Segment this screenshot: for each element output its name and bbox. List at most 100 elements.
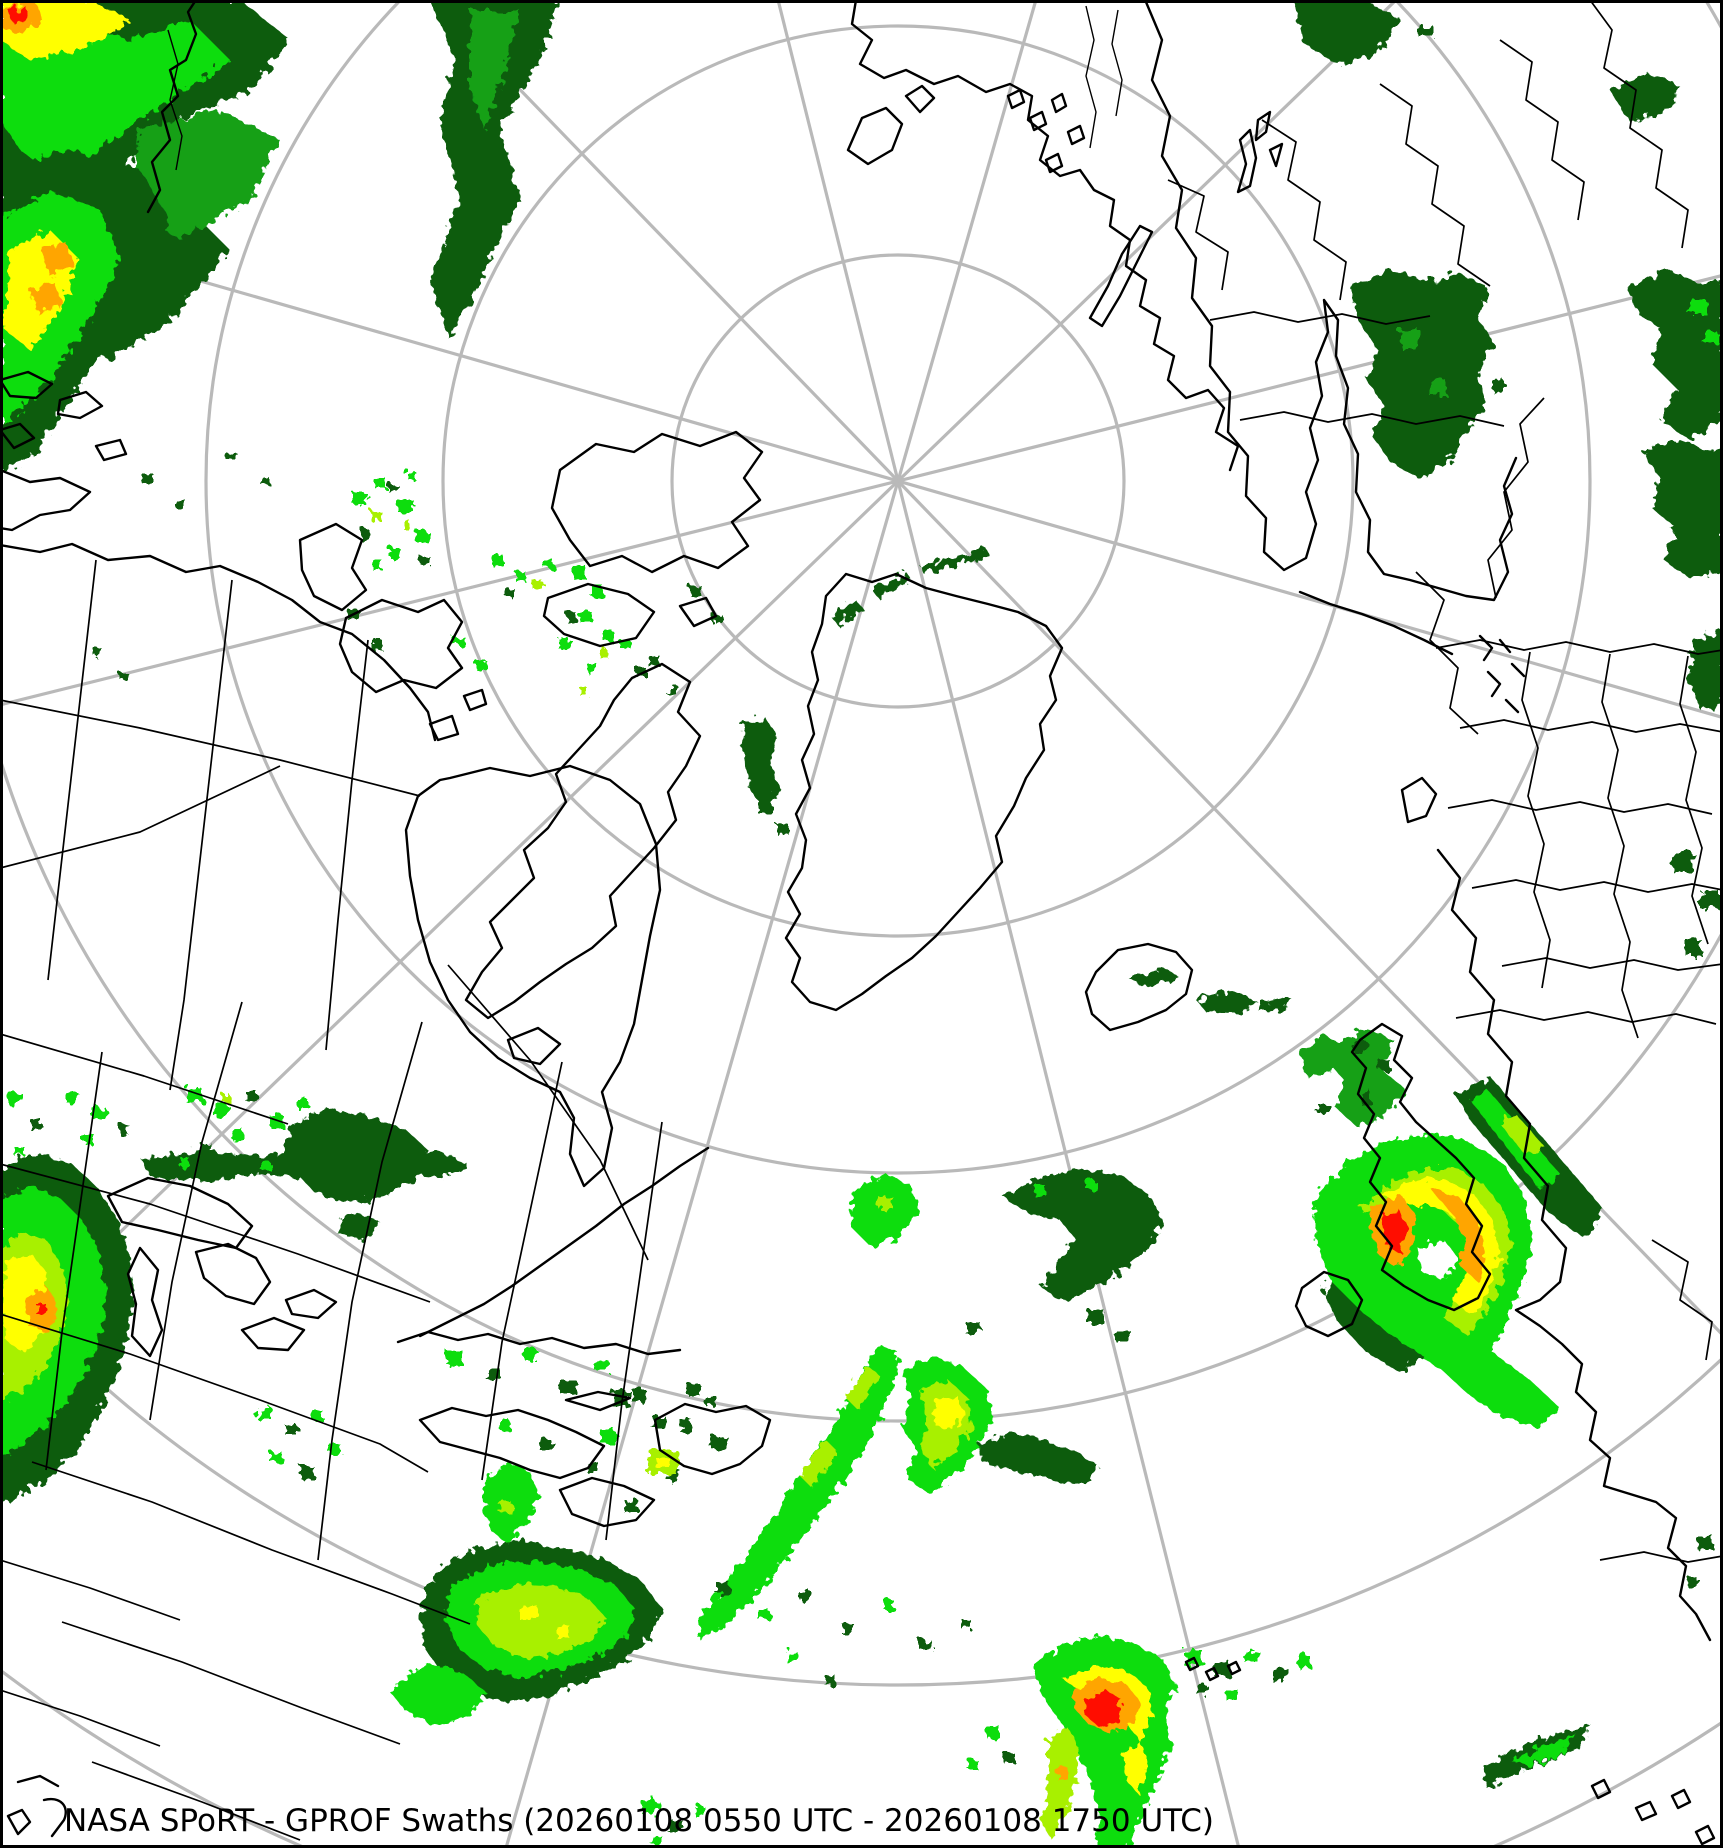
- swath-quebec-scatter-dark: [200, 1092, 258, 1152]
- coast-azores-islands: [1590, 1778, 1716, 1846]
- border-us-5: [61, 1621, 401, 1745]
- border-ca-4: [169, 579, 233, 1091]
- coast-canada-arctic-mainland-coast: [0, 542, 437, 742]
- swath-tl-streak-column: [430, 0, 560, 340]
- swath-victoria-specks: [352, 472, 428, 570]
- swath-arm-orange: [30, 242, 74, 314]
- border-us-11: [605, 1121, 663, 1541]
- latitude-circle: [0, 1280, 1723, 1687]
- swath-rus-big-mg: [1400, 330, 1446, 396]
- coast-chukotka-alaska-coast: [146, 0, 198, 214]
- border-eu-11: [1679, 655, 1709, 945]
- swath-scotland-greens: [1300, 1028, 1404, 1128]
- coast-bahamas-arcs: [6, 1774, 67, 1838]
- border-eu-3: [1415, 571, 1479, 735]
- swath-iceland-streak: [1128, 968, 1178, 988]
- border-us-8: [317, 1021, 423, 1561]
- swath-greenland-se-streak: [1196, 990, 1290, 1014]
- meridian-line: [0, 273, 1723, 707]
- border-ca-1: [0, 699, 421, 797]
- coast-small-arctic-islands: [428, 596, 718, 742]
- swath-rus-edge-top: [1608, 74, 1680, 122]
- border-ru-5: [1209, 311, 1431, 325]
- coast-victoria-island: [338, 598, 464, 694]
- coast-siberia-coast: [850, 0, 1240, 472]
- swath-rus-big-patch: [1350, 270, 1494, 478]
- coast-iceland: [1084, 942, 1194, 1032]
- border-ca-3: [47, 559, 97, 981]
- swath-bs-tail-orange: [1058, 1768, 1068, 1780]
- border-us-10: [45, 1051, 103, 1471]
- swath-crescent-bright-specks: [1034, 1180, 1096, 1196]
- coast-bering-islands: [0, 370, 128, 462]
- coast-lake-superior: [106, 1176, 254, 1250]
- swath-greenlandtip-yg: [878, 1196, 892, 1208]
- swath-bottom-edge-cluster: [642, 1800, 704, 1846]
- swath-bs-left-scatter-dark: [1002, 1752, 1014, 1762]
- border-ru-4: [1589, 0, 1689, 249]
- swath-left-upper-dark: [30, 1120, 128, 1134]
- swath-ns-blob-yellow: [520, 1606, 570, 1638]
- swath-superior-band-specks: [180, 1158, 348, 1170]
- swath-long-swath-ne: [698, 1344, 900, 1640]
- swath-quebec-yg-speck: [222, 1094, 230, 1102]
- swath-neus-offshore-scatter: [716, 1582, 970, 1686]
- latitude-circle: [670, 253, 1126, 709]
- border-eu-1: [1167, 179, 1229, 291]
- coast-greenland: [784, 572, 1064, 1012]
- swath-greenlandtip-patch: [850, 1174, 920, 1248]
- coast-devon-island: [542, 582, 656, 648]
- swath-left-edge-red: [36, 1304, 46, 1314]
- coast-britain: [1350, 1022, 1492, 1312]
- swath-bs-red: [1084, 1690, 1122, 1728]
- swath-band-a-yg: [1500, 1114, 1544, 1158]
- coast-nova-scotia: [558, 1476, 656, 1528]
- border-us-2: [0, 1163, 431, 1303]
- swath-quebec-bright-scatter: [186, 1088, 308, 1140]
- swath-ns-finger-yl: [500, 1502, 512, 1514]
- river-siberia-1: [1085, 5, 1097, 149]
- border-us-1: [0, 1033, 289, 1125]
- border-ru-1: [1261, 119, 1347, 301]
- swath-davis-strait-column: [648, 656, 788, 834]
- border-us-6: [91, 1761, 301, 1841]
- swath-dark-crescent: [966, 1168, 1162, 1342]
- swath-rus-right-sparse: [1672, 852, 1720, 956]
- swath-bs-right-scatter-bright: [1184, 1650, 1310, 1700]
- border-eu-10: [1601, 653, 1639, 1039]
- swath-tl-streak-inner: [470, 10, 520, 130]
- swath-baffin-bright-cluster: [572, 566, 612, 640]
- river-siberia-2: [1111, 9, 1123, 117]
- border-ca-2: [0, 765, 281, 869]
- swath-tl-red-fleck: [8, 6, 30, 24]
- swath-rus-edge-lower: [1642, 440, 1723, 710]
- border-us-3: [0, 1313, 429, 1473]
- swath-polar-diag-dashes: [832, 548, 990, 626]
- coast-ireland: [1294, 1270, 1364, 1338]
- swath-arctic-island-dg: [504, 586, 722, 676]
- latitude-circle: [0, 0, 1723, 1423]
- border-us-12: [0, 1559, 181, 1747]
- swath-bs-left-tail: [1040, 1726, 1080, 1840]
- swath-ns-tail: [392, 1664, 486, 1726]
- coast-lake-huron: [194, 1242, 272, 1306]
- border-eu-2: [1487, 397, 1545, 599]
- border-eu-9: [1521, 651, 1551, 989]
- border-ru-6: [1239, 411, 1505, 427]
- swath-gulf-yellow-core: [656, 1458, 670, 1468]
- border-us-9: [481, 1061, 563, 1481]
- border-on-qc: [447, 964, 649, 1261]
- swath-scand-specks: [1452, 348, 1504, 400]
- border-ca-5: [325, 639, 369, 1051]
- swath-uk-storm-dark-lower: [1322, 1280, 1424, 1372]
- swath-bs-right-scatter-dark: [1196, 1662, 1288, 1694]
- coast-anticosti-island: [564, 1390, 632, 1412]
- swath-bs-left-scatter: [968, 1726, 1000, 1770]
- swath-labsea-scatter: [586, 1384, 728, 1512]
